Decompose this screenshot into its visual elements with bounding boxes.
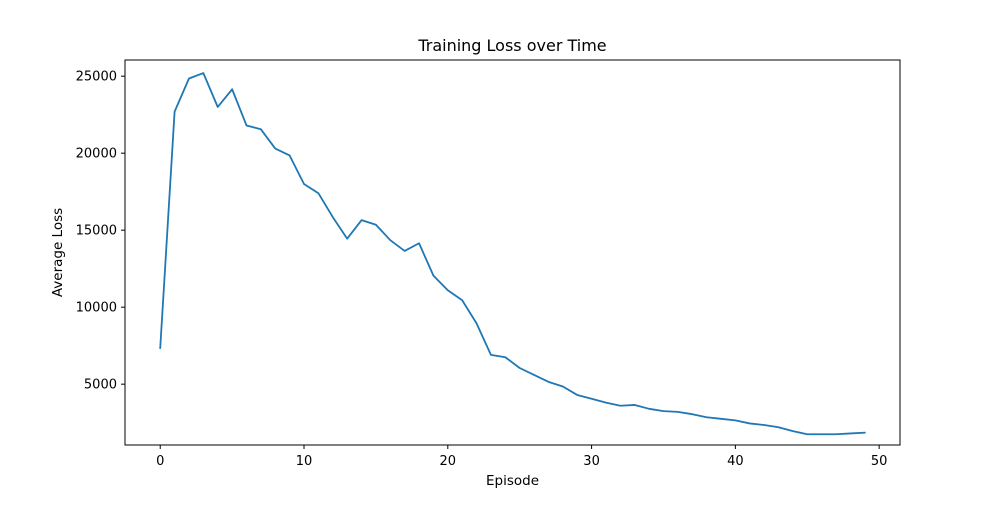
y-axis-label: Average Loss xyxy=(50,208,66,297)
x-tick-label: 50 xyxy=(871,454,888,469)
x-tick-label: 30 xyxy=(583,454,600,469)
x-tick-label: 40 xyxy=(727,454,744,469)
x-tick-label: 10 xyxy=(296,454,313,469)
y-tick-label: 25000 xyxy=(76,70,117,85)
plot-area-frame xyxy=(124,59,901,446)
y-tick-label: 10000 xyxy=(76,301,117,316)
x-axis-label: Episode xyxy=(486,473,539,489)
series-layer xyxy=(159,72,866,436)
y-tick-label: 15000 xyxy=(76,224,117,239)
x-tick-label: 0 xyxy=(156,454,164,469)
y-tick-label: 5000 xyxy=(84,378,117,393)
series-line xyxy=(159,72,866,436)
ticks-layer: 0 10 20 30 40 50 5000 10000 15000 20000 25000 xyxy=(76,70,888,469)
chart-title: Training Loss over Time xyxy=(417,36,606,55)
y-tick-label: 20000 xyxy=(76,147,117,162)
x-tick-label: 20 xyxy=(440,454,457,469)
